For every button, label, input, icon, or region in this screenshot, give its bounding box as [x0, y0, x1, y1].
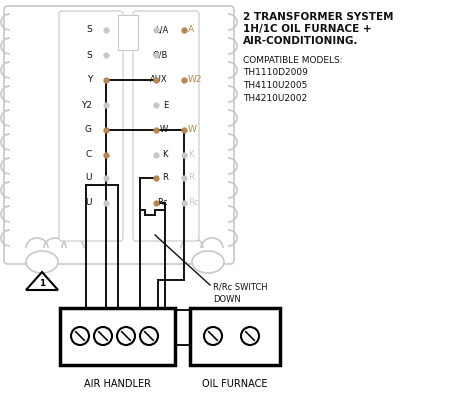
- Text: E: E: [162, 101, 167, 109]
- Text: C: C: [86, 151, 92, 160]
- Text: K: K: [162, 151, 167, 160]
- Text: S: S: [86, 26, 92, 35]
- Text: U: U: [86, 173, 92, 182]
- Text: AIR-CONDITIONING.: AIR-CONDITIONING.: [243, 36, 358, 46]
- Circle shape: [140, 327, 157, 345]
- Text: R: R: [187, 173, 194, 182]
- Text: Y: Y: [123, 348, 128, 357]
- Text: TH1110D2009: TH1110D2009: [243, 68, 307, 77]
- Text: L/A: L/A: [154, 26, 167, 35]
- Circle shape: [94, 327, 112, 345]
- Bar: [118, 15, 138, 50]
- Text: R/Rc SWITCH: R/Rc SWITCH: [212, 282, 267, 291]
- Bar: [190, 308, 279, 365]
- Text: Y2: Y2: [81, 101, 92, 109]
- Text: 2 TRANSFORMER SYSTEM: 2 TRANSFORMER SYSTEM: [243, 12, 393, 22]
- Polygon shape: [26, 272, 58, 290]
- FancyBboxPatch shape: [4, 6, 233, 264]
- FancyBboxPatch shape: [59, 11, 123, 241]
- Text: W2: W2: [187, 76, 202, 85]
- FancyBboxPatch shape: [133, 11, 198, 241]
- Text: COMPATIBLE MODELS:: COMPATIBLE MODELS:: [243, 56, 342, 65]
- Text: G: G: [85, 125, 92, 134]
- Text: W: W: [187, 125, 197, 134]
- Text: DOWN: DOWN: [212, 295, 240, 304]
- Text: K: K: [187, 151, 193, 160]
- Text: W: W: [159, 125, 167, 134]
- Text: O/B: O/B: [152, 50, 167, 59]
- Text: S: S: [86, 50, 92, 59]
- Text: TH4210U2002: TH4210U2002: [243, 94, 307, 103]
- Ellipse shape: [26, 251, 58, 273]
- Circle shape: [203, 327, 222, 345]
- Text: Rc: Rc: [157, 199, 167, 208]
- Text: TH4110U2005: TH4110U2005: [243, 81, 307, 90]
- Circle shape: [71, 327, 89, 345]
- Bar: [60, 308, 175, 365]
- Circle shape: [117, 327, 135, 345]
- Text: U: U: [86, 199, 92, 208]
- Text: 1H/1C OIL FURNACE +: 1H/1C OIL FURNACE +: [243, 24, 371, 34]
- Text: Rc: Rc: [187, 199, 199, 208]
- Text: Y: Y: [86, 76, 92, 85]
- Text: R: R: [246, 348, 253, 357]
- Text: A: A: [187, 26, 194, 35]
- Text: W: W: [208, 348, 217, 357]
- Text: AUX: AUX: [150, 76, 167, 85]
- Text: OIL FURNACE: OIL FURNACE: [202, 379, 267, 389]
- Ellipse shape: [192, 251, 223, 273]
- Text: G: G: [99, 348, 106, 357]
- Text: R: R: [162, 173, 167, 182]
- Circle shape: [241, 327, 258, 345]
- Text: 1: 1: [39, 278, 45, 287]
- Text: C: C: [77, 348, 83, 357]
- Text: R: R: [146, 348, 152, 357]
- Text: AIR HANDLER: AIR HANDLER: [84, 379, 151, 389]
